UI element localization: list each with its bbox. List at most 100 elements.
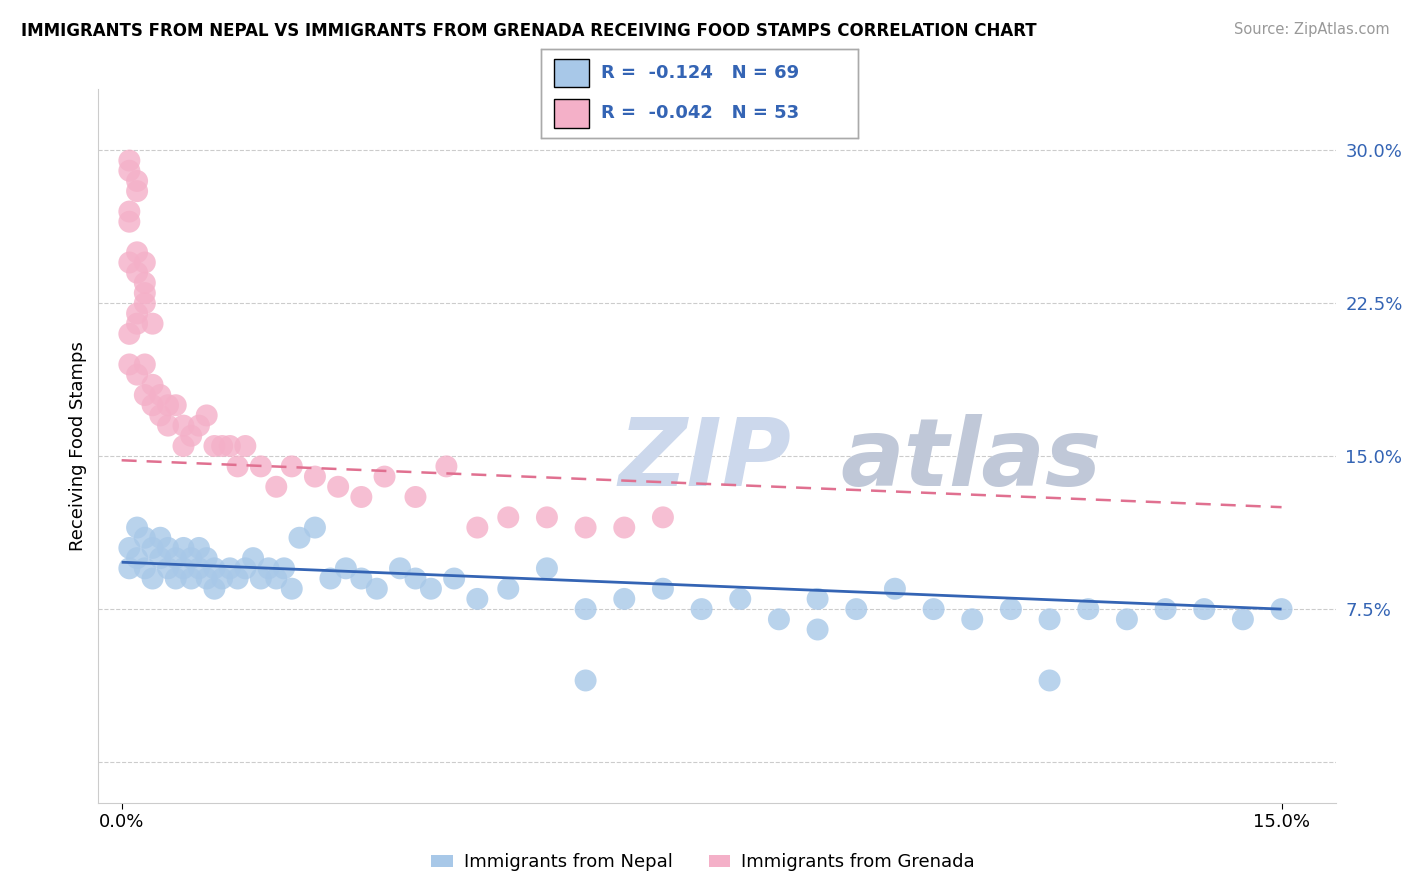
Point [165, 398, 187, 412]
Point [574, 602, 596, 616]
Text: ZIP: ZIP [619, 414, 792, 507]
Point [1192, 602, 1215, 616]
Point [204, 582, 226, 596]
Point [574, 520, 596, 534]
Point [574, 673, 596, 688]
Point [118, 255, 141, 269]
Point [250, 572, 273, 586]
Point [118, 215, 141, 229]
Point [134, 276, 156, 290]
Point [498, 510, 520, 524]
Point [172, 561, 194, 575]
Point [127, 368, 149, 382]
Point [157, 398, 180, 412]
Point [180, 572, 202, 586]
Point [118, 358, 141, 372]
Point [304, 469, 326, 483]
Point [226, 459, 249, 474]
Point [962, 612, 984, 626]
Point [467, 520, 489, 534]
Point [127, 317, 149, 331]
Point [141, 398, 165, 412]
Point [807, 623, 830, 637]
Point [335, 561, 357, 575]
Point [350, 572, 373, 586]
Point [127, 184, 149, 198]
Text: R =  -0.124   N = 69: R = -0.124 N = 69 [602, 64, 800, 82]
Point [188, 418, 211, 433]
Point [204, 439, 226, 453]
Point [420, 582, 443, 596]
Point [273, 561, 295, 575]
Point [172, 418, 194, 433]
Point [118, 204, 141, 219]
Point [884, 582, 907, 596]
Point [281, 459, 304, 474]
Point [613, 520, 636, 534]
Point [211, 439, 233, 453]
Point [219, 561, 242, 575]
Point [264, 572, 288, 586]
Point [536, 561, 558, 575]
Point [118, 561, 141, 575]
Point [443, 572, 465, 586]
Point [690, 602, 713, 616]
Point [157, 418, 180, 433]
Point [250, 459, 273, 474]
Point [1271, 602, 1294, 616]
Point [165, 551, 187, 566]
Point [118, 153, 141, 168]
Point [652, 510, 675, 524]
Point [405, 490, 427, 504]
Point [165, 572, 187, 586]
Point [180, 429, 202, 443]
Point [366, 582, 388, 596]
Point [141, 317, 165, 331]
FancyBboxPatch shape [554, 99, 589, 128]
Point [118, 163, 141, 178]
Point [1232, 612, 1254, 626]
Point [350, 490, 373, 504]
Point [141, 541, 165, 555]
Point [1116, 612, 1139, 626]
Point [141, 572, 165, 586]
Point [195, 409, 218, 423]
Point [188, 541, 211, 555]
Point [195, 551, 218, 566]
Point [127, 520, 149, 534]
FancyBboxPatch shape [554, 59, 589, 87]
Point [326, 480, 350, 494]
Point [180, 551, 202, 566]
Point [127, 266, 149, 280]
Legend: Immigrants from Nepal, Immigrants from Grenada: Immigrants from Nepal, Immigrants from G… [425, 847, 981, 879]
Point [1038, 673, 1062, 688]
Text: R =  -0.042   N = 53: R = -0.042 N = 53 [602, 104, 800, 122]
Point [149, 531, 172, 545]
Point [219, 439, 242, 453]
Point [467, 591, 489, 606]
Point [436, 459, 458, 474]
Text: IMMIGRANTS FROM NEPAL VS IMMIGRANTS FROM GRENADA RECEIVING FOOD STAMPS CORRELATI: IMMIGRANTS FROM NEPAL VS IMMIGRANTS FROM… [21, 22, 1036, 40]
Point [134, 286, 156, 301]
Point [1154, 602, 1177, 616]
Point [157, 561, 180, 575]
Point [498, 582, 520, 596]
Point [235, 439, 257, 453]
Point [374, 469, 396, 483]
Point [127, 245, 149, 260]
Point [281, 582, 304, 596]
Point [118, 541, 141, 555]
Point [1000, 602, 1022, 616]
Point [149, 388, 172, 402]
Point [319, 572, 342, 586]
Point [134, 388, 156, 402]
Point [141, 377, 165, 392]
Point [536, 510, 558, 524]
Point [922, 602, 945, 616]
Y-axis label: Receiving Food Stamps: Receiving Food Stamps [69, 341, 87, 551]
Text: atlas: atlas [841, 414, 1102, 507]
Point [288, 531, 311, 545]
Point [242, 551, 264, 566]
Point [304, 520, 326, 534]
Point [149, 551, 172, 566]
